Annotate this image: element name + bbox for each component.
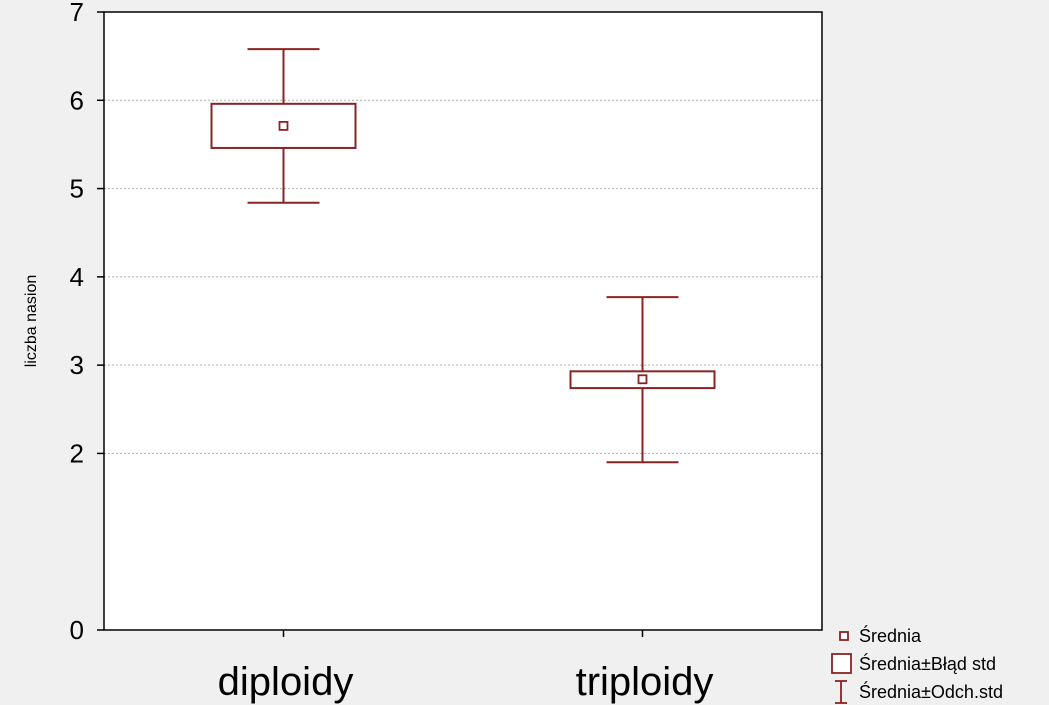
legend: Średnia Średnia±Błąd std Średnia±Odch.std	[831, 625, 1003, 704]
plot-frame	[103, 11, 823, 631]
y-axis-title: liczba nasion	[23, 275, 40, 368]
legend-entry-label: Średnia±Odch.std	[859, 681, 1003, 702]
legend-entry-label: Średnia	[859, 625, 922, 646]
box-series	[210, 48, 716, 464]
y-tick-label: 5	[70, 174, 84, 204]
mean-marker	[637, 374, 648, 385]
legend-mean-symbol	[839, 631, 849, 641]
y-tick-label: 2	[70, 438, 84, 468]
y-axis: 0 2 3 4 5 6 7	[70, 0, 104, 645]
mean-marker	[278, 120, 289, 131]
legend-entry-label: Średnia±Błąd std	[859, 653, 996, 674]
x-category-label: triploidy	[576, 660, 714, 704]
y-tick-label: 3	[70, 350, 84, 380]
y-tick-label: 7	[70, 0, 84, 27]
y-tick-label: 0	[70, 615, 84, 645]
box-triploidy	[569, 296, 716, 464]
legend-box-symbol	[831, 653, 852, 674]
y-tick-label: 6	[70, 85, 84, 115]
x-axis: diploidy triploidy	[218, 630, 714, 704]
x-category-label: diploidy	[218, 660, 354, 704]
box-diploidy	[210, 48, 357, 204]
y-tick-label: 4	[70, 262, 84, 292]
